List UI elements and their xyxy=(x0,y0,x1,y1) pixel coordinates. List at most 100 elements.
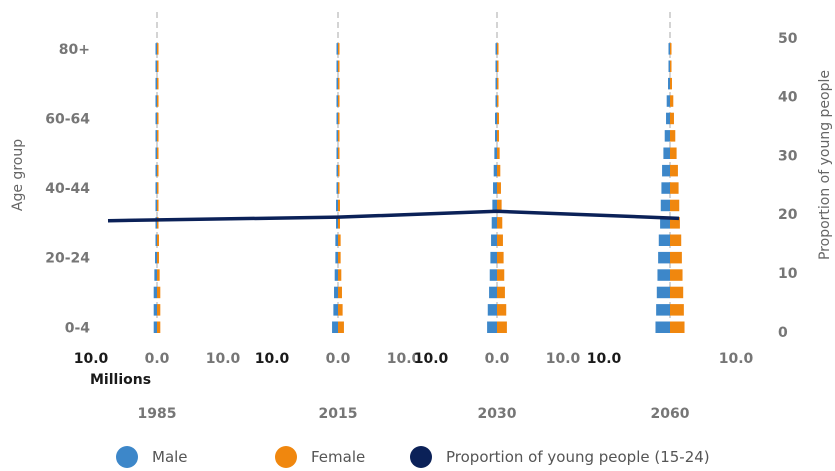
female-bar xyxy=(157,182,159,194)
male-bar xyxy=(334,286,338,299)
female-bar xyxy=(497,112,499,125)
male-bar xyxy=(661,182,670,194)
female-bar xyxy=(497,130,499,142)
female-bar xyxy=(670,199,680,212)
female-bar xyxy=(670,182,679,194)
female-bar xyxy=(157,286,161,299)
male-bar xyxy=(487,304,497,316)
male-bar xyxy=(336,164,338,177)
female-bar xyxy=(338,43,340,55)
female-bar xyxy=(338,147,340,159)
male-bar xyxy=(489,286,497,299)
male-bar xyxy=(490,251,497,264)
male-bar xyxy=(155,182,157,194)
legend-swatch-female xyxy=(275,446,297,468)
female-bar xyxy=(497,199,502,212)
legend-swatch-line xyxy=(410,446,432,468)
male-bar xyxy=(155,77,157,90)
male-bar xyxy=(336,182,338,194)
male-bar xyxy=(155,43,157,55)
male-bar xyxy=(336,130,338,142)
female-bar xyxy=(338,112,340,125)
female-bar xyxy=(338,217,340,229)
female-bar xyxy=(157,199,159,212)
male-bar xyxy=(656,304,670,316)
female-bar xyxy=(157,95,159,107)
male-bar xyxy=(154,269,157,281)
male-bar xyxy=(491,234,497,246)
female-bar xyxy=(338,60,340,72)
male-bar xyxy=(662,164,670,177)
male-bar xyxy=(155,234,157,246)
male-bar xyxy=(336,112,338,125)
male-bar xyxy=(155,217,157,229)
female-bar xyxy=(157,60,159,72)
x-scale-label-right: 10.0 xyxy=(206,351,241,367)
male-bar xyxy=(155,251,157,264)
female-bar xyxy=(157,269,160,281)
male-bar xyxy=(155,164,157,177)
male-bar xyxy=(155,147,157,159)
male-bar xyxy=(666,112,670,125)
female-bar xyxy=(338,199,340,212)
male-bar xyxy=(155,95,157,107)
female-bar xyxy=(157,112,159,125)
legend-item-male: Male xyxy=(116,446,188,468)
male-bar xyxy=(668,43,670,55)
male-bar xyxy=(495,60,497,72)
right-axis-tick: 40 xyxy=(778,90,798,106)
female-bar xyxy=(497,321,507,333)
x-scale-label-right: 10.0 xyxy=(546,351,581,367)
male-bar xyxy=(660,217,670,229)
male-bar xyxy=(663,147,670,159)
female-bar xyxy=(497,217,503,229)
male-bar xyxy=(334,269,338,281)
female-bar xyxy=(157,147,159,159)
male-bar xyxy=(657,269,670,281)
legend-item-female: Female xyxy=(275,446,365,468)
male-bar xyxy=(491,217,497,229)
female-bar xyxy=(338,130,340,142)
male-bar xyxy=(495,95,497,107)
female-bar xyxy=(497,164,501,177)
female-bar xyxy=(338,304,343,316)
female-bar xyxy=(157,43,159,55)
right-axis-tick: 10 xyxy=(778,266,798,282)
male-bar xyxy=(487,321,497,333)
legend-label-female: Female xyxy=(311,448,366,466)
male-bar xyxy=(658,251,670,264)
female-bar xyxy=(670,269,683,281)
left-axis-tick: 40-44 xyxy=(45,181,90,197)
male-bar xyxy=(155,60,157,72)
x-scale-label-left: 10.0 xyxy=(414,351,449,367)
male-bar xyxy=(668,77,670,90)
male-bar xyxy=(492,199,497,212)
female-bar xyxy=(670,164,678,177)
female-bar xyxy=(670,95,674,107)
right-axis-tick: 50 xyxy=(778,31,798,47)
male-bar xyxy=(336,147,338,159)
left-axis-tick: 60-64 xyxy=(45,111,90,127)
x-scale-label-center: 0.0 xyxy=(145,351,170,367)
female-bar xyxy=(338,321,344,333)
female-bar xyxy=(157,304,161,316)
female-bar xyxy=(670,112,674,125)
male-bar xyxy=(153,321,157,333)
male-bar xyxy=(489,269,497,281)
male-bar xyxy=(658,234,670,246)
left-axis-tick: 0-4 xyxy=(65,320,91,336)
male-bar xyxy=(668,60,670,72)
male-bar xyxy=(494,147,497,159)
female-bar xyxy=(670,286,684,299)
male-bar xyxy=(153,286,157,299)
female-bar xyxy=(670,304,684,316)
female-bar xyxy=(497,269,505,281)
female-bar xyxy=(670,251,682,264)
male-bar xyxy=(336,43,338,55)
female-bar xyxy=(670,234,682,246)
female-bar xyxy=(338,182,340,194)
male-bar xyxy=(155,130,157,142)
male-bar xyxy=(664,130,670,142)
male-bar xyxy=(153,304,157,316)
